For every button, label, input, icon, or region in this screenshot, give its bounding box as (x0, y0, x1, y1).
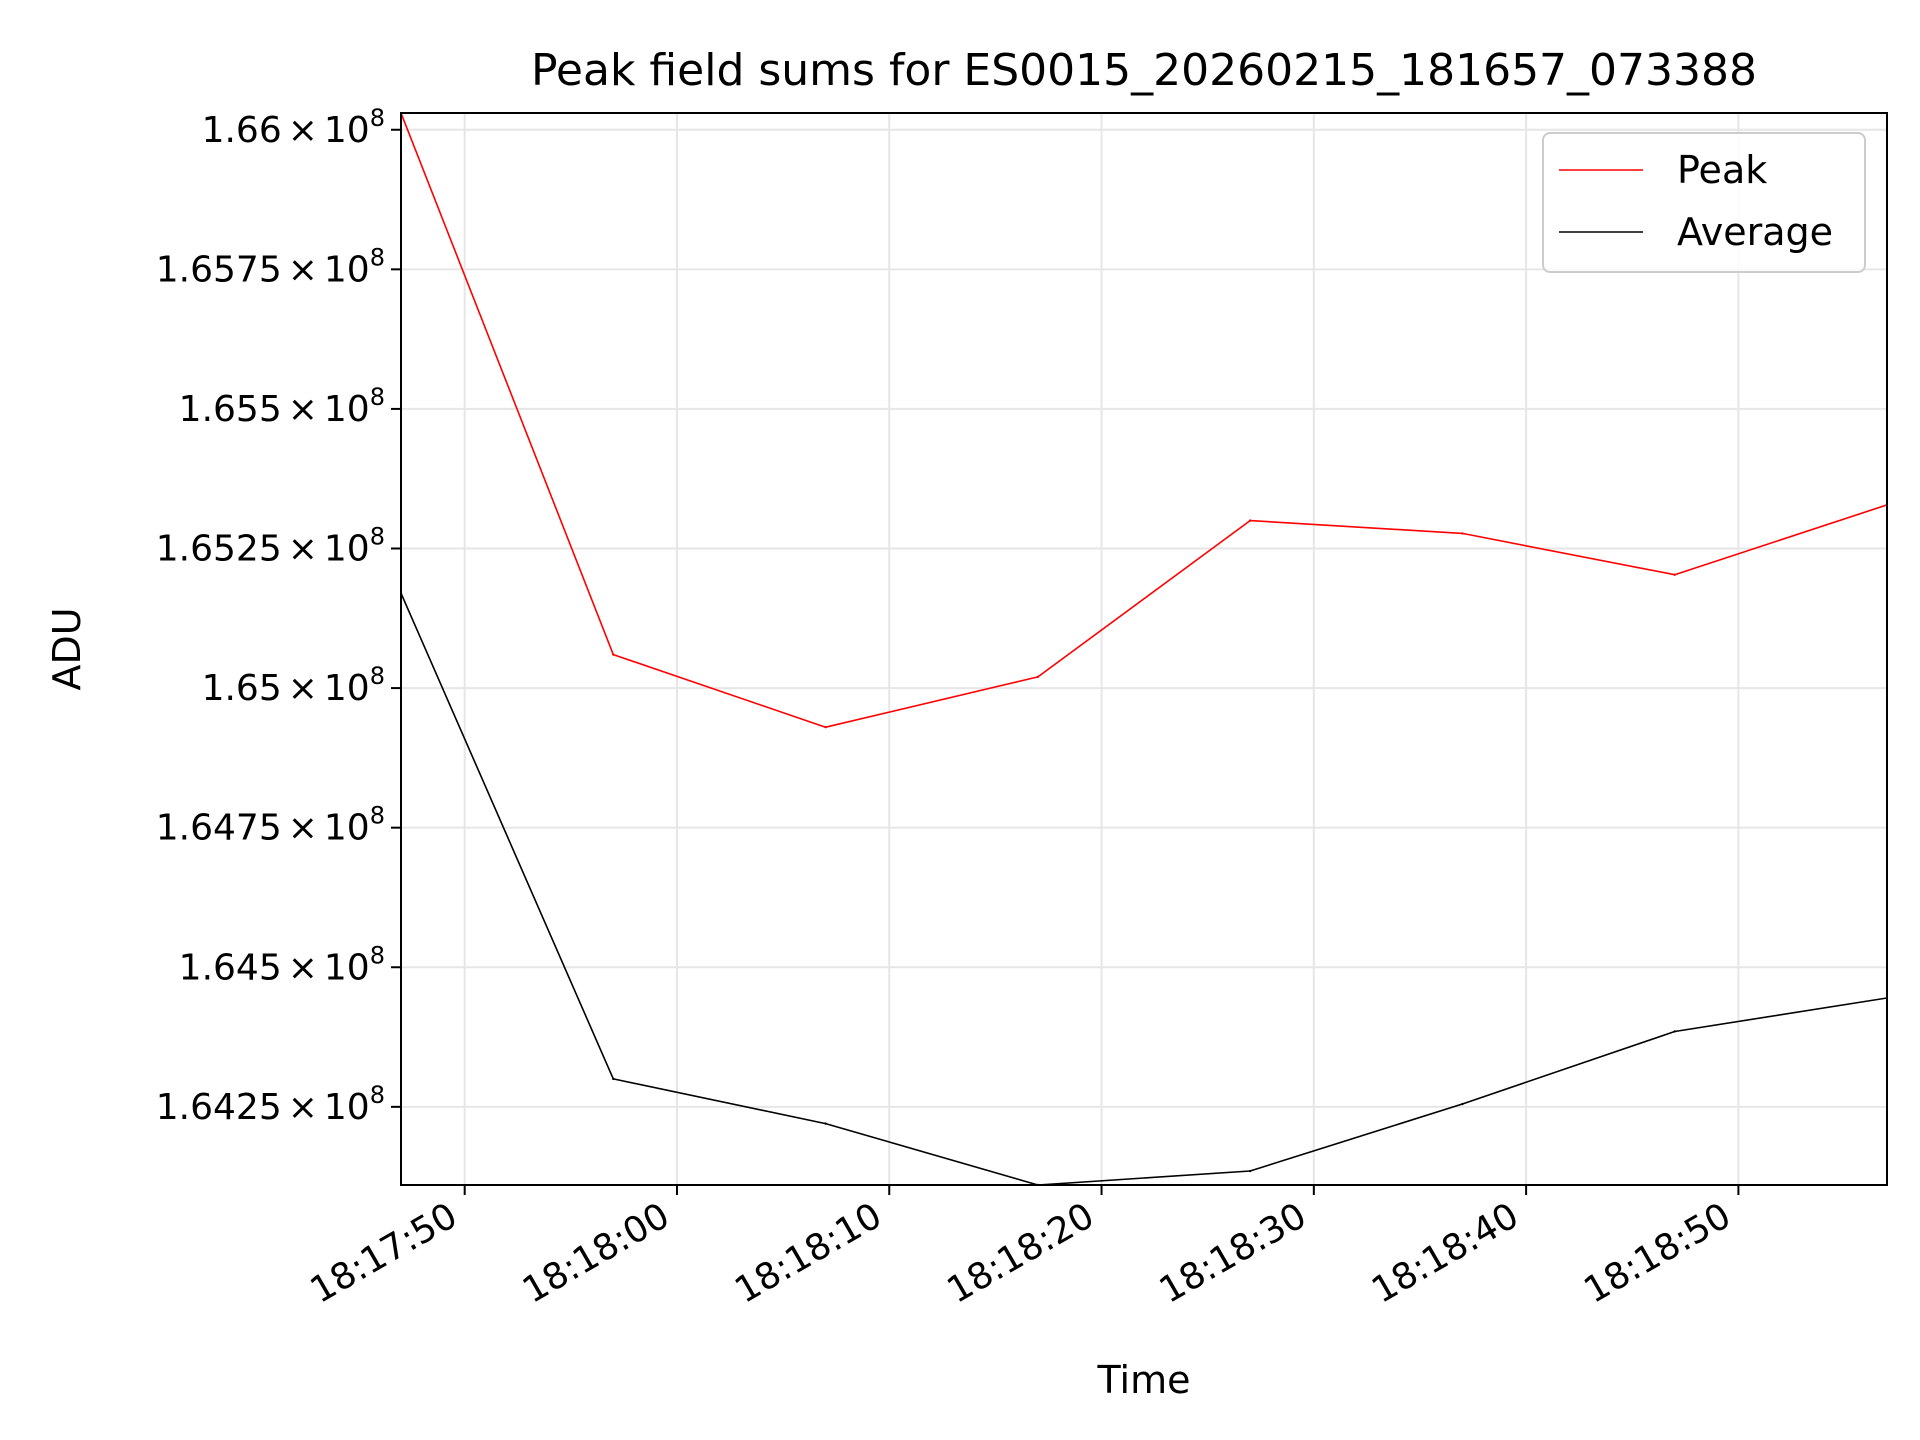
y-tick-mantissa: 1.6575 (156, 249, 282, 290)
y-tick-mantissa: 1.6525 (156, 529, 282, 570)
plot-frame (400, 112, 1888, 1186)
data-point-peak (824, 725, 827, 729)
y-tick-base: 10 (324, 249, 370, 290)
y-tick-exponent: 8 (370, 941, 385, 969)
y-tick-label: 1.6575 × 108 (156, 243, 385, 290)
data-point-average (612, 1077, 615, 1081)
chart-title: Peak field sums for ES0015_20260215_1816… (531, 45, 1757, 96)
y-tick-times: × (288, 1087, 318, 1128)
y-tick-times: × (288, 389, 318, 430)
y-tick-mantissa: 1.645 (179, 947, 282, 988)
y-tick-exponent: 8 (370, 243, 385, 271)
y-tick-label: 1.6525 × 108 (156, 523, 385, 570)
data-point-peak (1461, 532, 1464, 535)
data-point-average (824, 1122, 827, 1125)
legend-box (1542, 132, 1866, 273)
y-tick-times: × (288, 529, 318, 570)
y-tick-exponent: 8 (370, 662, 385, 690)
y-tick-base: 10 (324, 1087, 370, 1128)
series-line-peak (401, 113, 1887, 729)
y-tick-base: 10 (324, 668, 370, 709)
y-tick-label: 1.645 × 108 (179, 941, 385, 988)
legend-label-peak: Peak (1677, 148, 1767, 192)
y-tick-base: 10 (324, 389, 370, 430)
y-tick-base: 10 (324, 110, 370, 151)
y-tick-mantissa: 1.65 (202, 668, 282, 709)
data-point-peak (1248, 519, 1252, 522)
y-tick-times: × (288, 668, 318, 709)
y-tick-label: 1.6475 × 108 (156, 802, 385, 849)
legend-label-average: Average (1677, 210, 1833, 254)
y-tick-mantissa: 1.6425 (156, 1087, 282, 1128)
y-tick-times: × (288, 110, 318, 151)
data-point-peak (612, 653, 615, 656)
x-axis-label: Time (1097, 1358, 1191, 1402)
y-tick-exponent: 8 (370, 1081, 385, 1109)
y-tick-times: × (288, 947, 318, 988)
data-point-peak (1673, 573, 1676, 576)
y-axis-label: ADU (45, 607, 89, 690)
data-point-average (1248, 1169, 1252, 1173)
y-tick-exponent: 8 (370, 802, 385, 830)
series-line-average (401, 592, 1887, 1185)
data-point-peak (1036, 675, 1040, 679)
data-point-average (1673, 1030, 1676, 1033)
y-tick-mantissa: 1.655 (179, 389, 282, 430)
y-tick-label: 1.655 × 108 (179, 383, 385, 430)
y-tick-base: 10 (324, 529, 370, 570)
y-tick-label: 1.6425 × 108 (156, 1081, 385, 1128)
data-point-average (1461, 1102, 1464, 1106)
y-tick-exponent: 8 (370, 523, 385, 551)
y-tick-base: 10 (324, 808, 370, 849)
y-tick-base: 10 (324, 947, 370, 988)
y-tick-mantissa: 1.6475 (156, 808, 282, 849)
y-tick-exponent: 8 (370, 383, 385, 411)
y-tick-label: 1.66 × 108 (202, 104, 385, 151)
y-tick-times: × (288, 249, 318, 290)
y-tick-mantissa: 1.66 (202, 110, 282, 151)
y-tick-exponent: 8 (370, 104, 385, 132)
y-tick-label: 1.65 × 108 (202, 662, 385, 709)
legend: Peak Average (1542, 132, 1866, 273)
grid (401, 113, 1887, 1185)
y-tick-times: × (288, 808, 318, 849)
